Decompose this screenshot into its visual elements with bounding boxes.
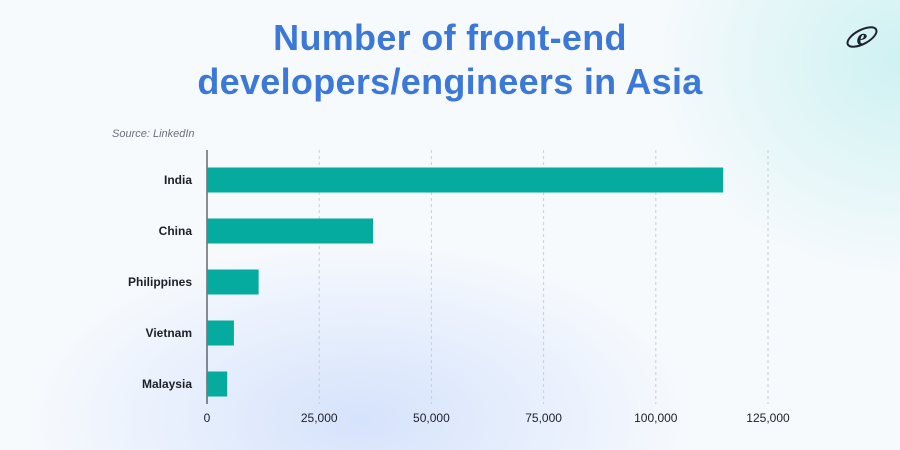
category-label: Philippines (128, 275, 192, 289)
x-tick-label: 125,000 (746, 411, 790, 425)
bar-philippines (207, 269, 259, 295)
chart-title-line-1: Number of front-end (273, 17, 627, 58)
e-logo-icon: e (846, 25, 878, 51)
x-tick-label: 75,000 (525, 411, 562, 425)
x-tick-label: 100,000 (634, 411, 678, 425)
svg-text:e: e (857, 25, 868, 51)
chart-title: Number of front-end developers/engineers… (0, 16, 900, 104)
category-label: India (164, 173, 192, 187)
category-label: Malaysia (142, 377, 192, 391)
chart-title-line-2: developers/engineers in Asia (197, 61, 703, 102)
bar-malaysia (207, 371, 228, 397)
bar-vietnam (207, 320, 234, 346)
x-tick-label: 50,000 (413, 411, 450, 425)
x-tick-label: 25,000 (301, 411, 338, 425)
bar-india (207, 167, 724, 193)
bar-china (207, 218, 374, 244)
category-label: Vietnam (146, 326, 192, 340)
x-tick-label: 0 (204, 411, 211, 425)
category-label: China (159, 224, 193, 238)
source-note: Source: LinkedIn (112, 128, 195, 140)
